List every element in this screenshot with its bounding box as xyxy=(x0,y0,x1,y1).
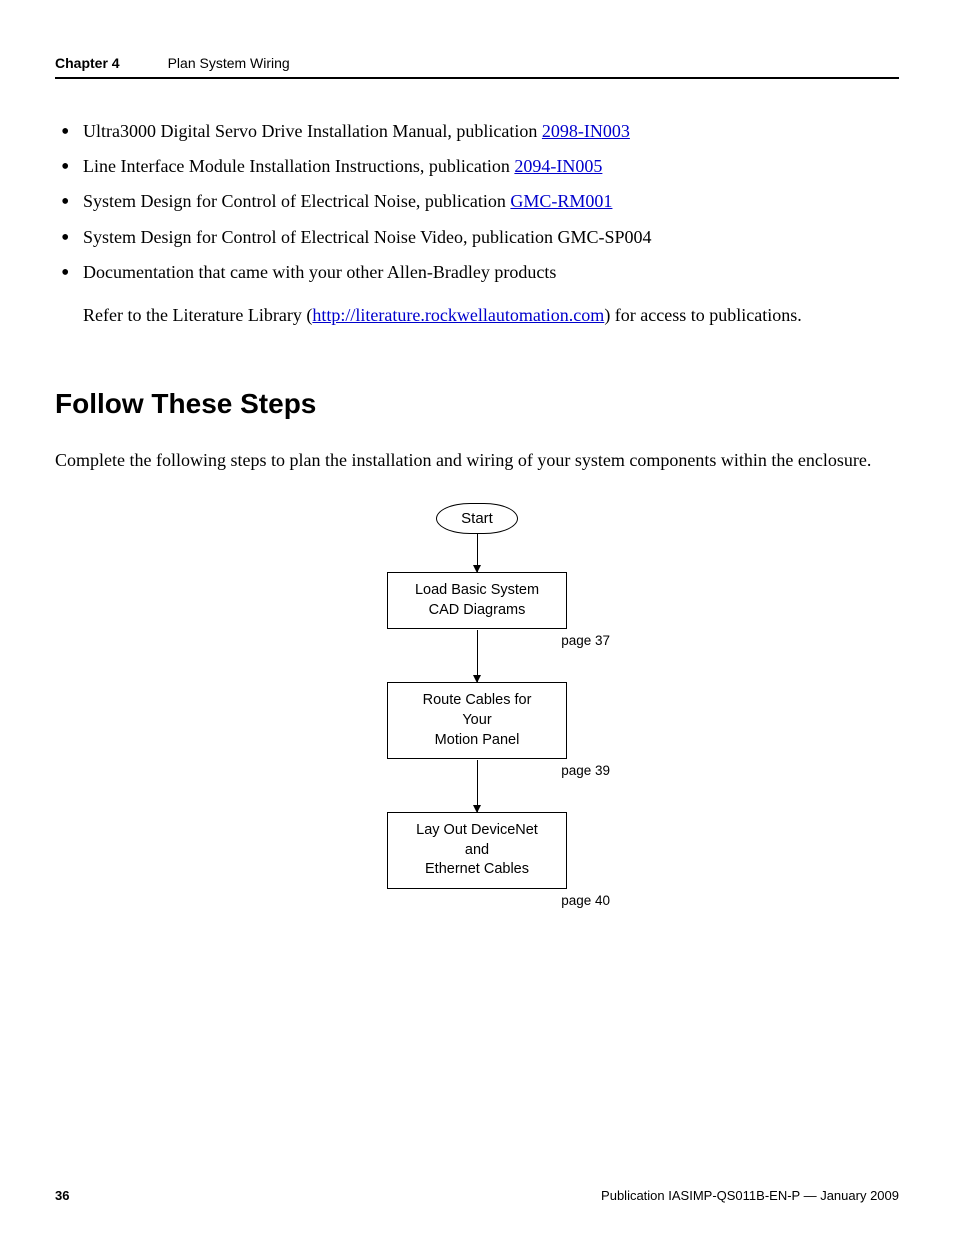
flowchart-step-line: Motion Panel xyxy=(435,732,520,748)
list-item: System Design for Control of Electrical … xyxy=(83,225,899,250)
list-item: Ultra3000 Digital Servo Drive Installati… xyxy=(83,119,899,144)
flowchart-step-line: Ethernet Cables xyxy=(425,861,529,877)
flowchart: Start Load Basic System CAD Diagrams pag… xyxy=(55,503,899,908)
page-number: 36 xyxy=(55,1188,69,1203)
flowchart-step-line: Route Cables for Your xyxy=(423,692,532,728)
page-footer: 36 Publication IASIMP-QS011B-EN-P — Janu… xyxy=(55,1188,899,1203)
chapter-title: Plan System Wiring xyxy=(168,55,290,71)
bullet-text: System Design for Control of Electrical … xyxy=(83,227,652,247)
page-container: Chapter 4 Plan System Wiring Ultra3000 D… xyxy=(0,0,954,1235)
flowchart-step-line: Load Basic System xyxy=(415,582,539,598)
bullet-text: Line Interface Module Installation Instr… xyxy=(83,156,514,176)
publication-link[interactable]: 2098-IN003 xyxy=(542,121,630,141)
refer-text-before: Refer to the Literature Library ( xyxy=(83,305,312,325)
flowchart-step-line: Lay Out DeviceNet and xyxy=(416,822,538,858)
intro-paragraph: Complete the following steps to plan the… xyxy=(55,448,899,473)
page-header: Chapter 4 Plan System Wiring xyxy=(55,55,899,79)
flowchart-arrow-icon xyxy=(477,534,478,572)
refer-text-after: ) for access to publications. xyxy=(604,305,801,325)
bullet-text: Documentation that came with your other … xyxy=(83,262,556,282)
publication-link[interactable]: GMC-RM001 xyxy=(510,191,612,211)
section-heading: Follow These Steps xyxy=(55,388,899,420)
list-item: Documentation that came with your other … xyxy=(83,260,899,285)
list-item: Line Interface Module Installation Instr… xyxy=(83,154,899,179)
publication-id: Publication IASIMP-QS011B-EN-P — January… xyxy=(601,1188,899,1203)
flowchart-step-box: Route Cables for Your Motion Panel xyxy=(387,682,567,759)
flowchart-arrow-icon xyxy=(477,630,478,682)
flowchart-page-ref: page 40 xyxy=(342,893,612,908)
list-item: System Design for Control of Electrical … xyxy=(83,189,899,214)
chapter-label: Chapter 4 xyxy=(55,55,120,71)
flowchart-arrow-icon xyxy=(477,760,478,812)
literature-library-link[interactable]: http://literature.rockwellautomation.com xyxy=(312,305,604,325)
flowchart-step-box: Load Basic System CAD Diagrams xyxy=(387,572,567,629)
flowchart-step-line: CAD Diagrams xyxy=(429,602,526,618)
refer-paragraph: Refer to the Literature Library (http://… xyxy=(55,303,899,328)
flowchart-step-box: Lay Out DeviceNet and Ethernet Cables xyxy=(387,812,567,889)
bullet-text: System Design for Control of Electrical … xyxy=(83,191,510,211)
publication-link[interactable]: 2094-IN005 xyxy=(514,156,602,176)
bullet-text: Ultra3000 Digital Servo Drive Installati… xyxy=(83,121,542,141)
flowchart-start-node: Start xyxy=(436,503,518,534)
reference-bullet-list: Ultra3000 Digital Servo Drive Installati… xyxy=(55,119,899,285)
